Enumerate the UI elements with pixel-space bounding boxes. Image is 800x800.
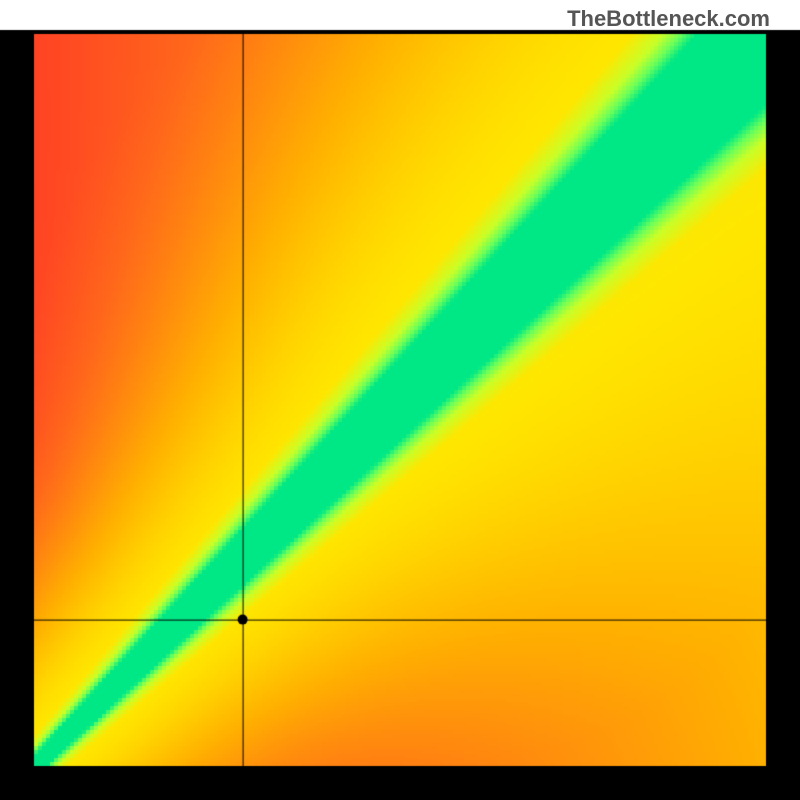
watermark-text: TheBottleneck.com (567, 6, 770, 32)
chart-container: TheBottleneck.com (0, 0, 800, 800)
heatmap-canvas (0, 0, 800, 800)
